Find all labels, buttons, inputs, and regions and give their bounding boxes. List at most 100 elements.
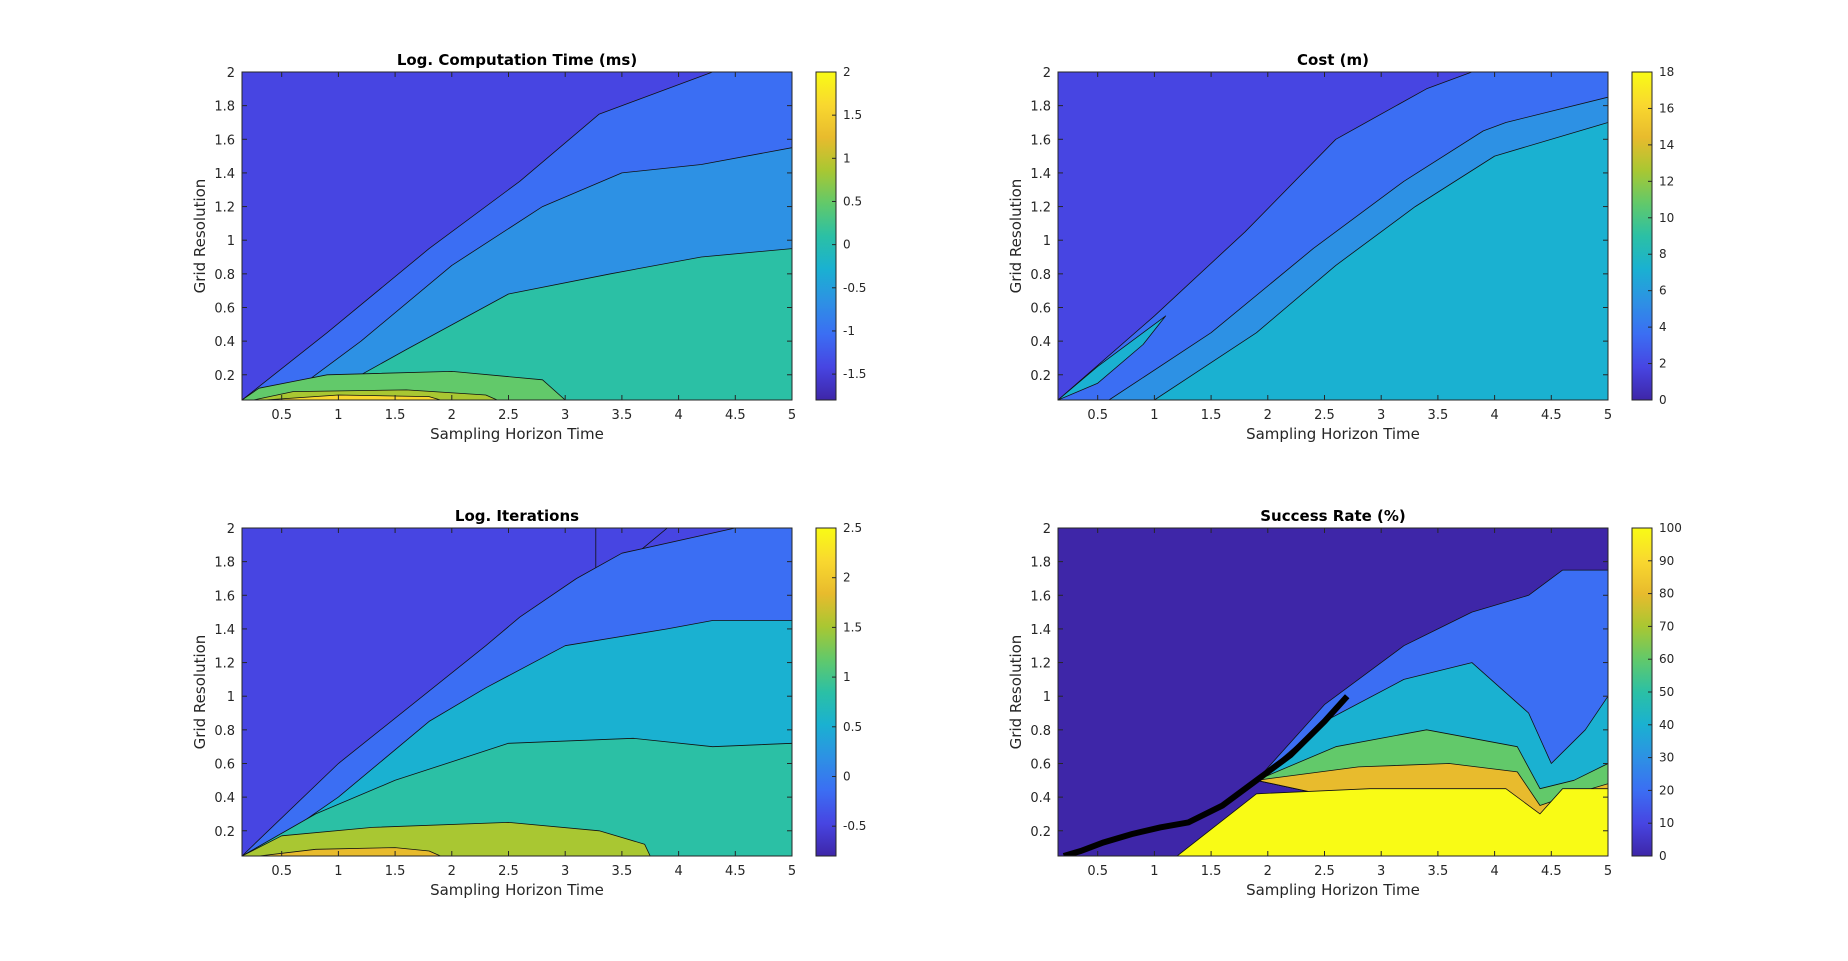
y-axis-label: Grid Resolution [191, 635, 209, 750]
y-tick-label: 1.4 [1030, 623, 1051, 638]
colorbar-tick-label: 0.5 [843, 194, 862, 208]
colorbar-tick-label: 0.5 [843, 720, 862, 734]
x-tick-label: 3.5 [1428, 408, 1449, 423]
x-tick-label: 2 [448, 864, 456, 879]
x-tick-label: 5 [788, 408, 796, 423]
y-tick-label: 0.4 [214, 791, 235, 806]
y-tick-label: 0.2 [214, 825, 235, 840]
y-tick-label: 1.4 [214, 167, 235, 182]
x-axis-label: Sampling Horizon Time [430, 425, 604, 443]
colorbar-tick-label: 80 [1659, 587, 1674, 601]
y-tick-label: 1.8 [214, 556, 235, 571]
contour-region-6 [242, 822, 651, 856]
y-tick-label: 1 [227, 690, 235, 705]
x-tick-label: 3.5 [1428, 864, 1449, 879]
x-tick-label: 2 [448, 408, 456, 423]
y-tick-label: 2 [227, 522, 235, 537]
y-tick-label: 0.8 [214, 724, 235, 739]
colorbar-tick-label: 50 [1659, 685, 1674, 699]
x-tick-label: 3.5 [612, 864, 633, 879]
colorbar-tick-label: 2.5 [843, 521, 862, 535]
contour-region-4 [315, 248, 792, 400]
y-tick-label: 2 [1043, 66, 1051, 81]
colorbar-tick-label: 100 [1659, 521, 1682, 535]
y-tick-label: 0.4 [214, 335, 235, 350]
x-tick-label: 1.5 [1201, 408, 1222, 423]
y-tick-label: 1.6 [1030, 589, 1051, 604]
x-tick-label: 2 [1264, 864, 1272, 879]
contour-area [1058, 72, 1608, 400]
colorbar-tick-label: 1.5 [843, 620, 862, 634]
y-tick-label: 1.6 [1030, 133, 1051, 148]
chart-title: Log. Iterations [455, 507, 579, 525]
chart-title: Success Rate (%) [1260, 507, 1406, 525]
x-tick-label: 3 [561, 864, 569, 879]
x-tick-label: 3.5 [612, 408, 633, 423]
y-axis-label: Grid Resolution [1007, 179, 1025, 294]
colorbar-tick-label: 2 [843, 65, 851, 79]
contour-area [1058, 528, 1608, 856]
axes-box [1057, 527, 1609, 857]
y-tick-label: 0.6 [1030, 757, 1051, 772]
y-tick-label: 1.2 [1030, 657, 1051, 672]
y-tick-label: 1.2 [214, 657, 235, 672]
colorbar-tick-label: -1 [843, 324, 855, 338]
y-tick-label: 1.8 [1030, 100, 1051, 115]
colorbar-tick-label: 1.5 [843, 108, 862, 122]
x-tick-label: 1 [1150, 408, 1158, 423]
colorbar-tick-label: 2 [843, 571, 851, 585]
colorbar-tick-label: 18 [1659, 65, 1674, 79]
colorbar-tick-label: -0.5 [843, 281, 866, 295]
contour-area [242, 72, 792, 400]
colorbar [815, 527, 837, 857]
panel-3: 0.5 1 1.5 2 2.5 3 3.5 4 4.5 5 0.2 0.4 0.6 0.8 1 1.2 1.4 1… [191, 507, 866, 899]
colorbar-tick-label: -0.5 [843, 819, 866, 833]
axes-box [241, 71, 793, 401]
colorbar-tick-label: 8 [1659, 247, 1667, 261]
x-tick-label: 4.5 [1541, 408, 1562, 423]
colorbar-tick-label: 10 [1659, 816, 1674, 830]
y-tick-label: 1.8 [214, 100, 235, 115]
colorbar-tick-label: 0 [843, 238, 851, 252]
panel-1: 0.5 1 1.5 2 2.5 3 3.5 4 4.5 5 0.2 0.4 0.6 0.8 1 1.2 1.4 1… [191, 51, 866, 443]
x-tick-label: 0.5 [271, 864, 292, 879]
y-tick-label: 0.6 [214, 757, 235, 772]
x-tick-label: 1.5 [385, 864, 406, 879]
y-tick-label: 1 [1043, 690, 1051, 705]
y-axis-label: Grid Resolution [191, 179, 209, 294]
y-tick-label: 0.8 [214, 268, 235, 283]
y-tick-label: 0.4 [1030, 335, 1051, 350]
y-tick-label: 1.6 [214, 589, 235, 604]
contour-region-6 [1176, 788, 1608, 856]
y-tick-label: 1.8 [1030, 556, 1051, 571]
colorbar [1631, 71, 1653, 401]
x-axis-label: Sampling Horizon Time [1246, 425, 1420, 443]
y-axis-label: Grid Resolution [1007, 635, 1025, 750]
y-tick-label: 0.4 [1030, 791, 1051, 806]
colorbar-tick-label: 0 [843, 769, 851, 783]
x-tick-label: 4 [1490, 408, 1498, 423]
x-tick-label: 5 [1604, 864, 1612, 879]
y-tick-label: 1.4 [1030, 167, 1051, 182]
y-tick-label: 0.6 [1030, 301, 1051, 316]
x-tick-label: 1 [334, 864, 342, 879]
axes-box [1057, 71, 1609, 401]
colorbar-tick-label: 1 [843, 151, 851, 165]
x-tick-label: 2 [1264, 408, 1272, 423]
x-tick-label: 2.5 [1314, 864, 1335, 879]
y-tick-label: 1 [227, 234, 235, 249]
x-tick-label: 4 [1490, 864, 1498, 879]
contour-boundary [1062, 694, 1350, 856]
x-tick-label: 4 [674, 864, 682, 879]
x-tick-label: 1.5 [385, 408, 406, 423]
axes-box [241, 527, 793, 857]
colorbar-tick-label: 90 [1659, 554, 1674, 568]
panel-2: 0.5 1 1.5 2 2.5 3 3.5 4 4.5 5 0.2 0.4 0.6 0.8 1 1.2 1.4 1… [1007, 51, 1674, 443]
contour-region-5 [242, 737, 792, 856]
contour-area [242, 528, 792, 856]
x-tick-label: 5 [1604, 408, 1612, 423]
x-tick-label: 1.5 [1201, 864, 1222, 879]
contour-region-7 [264, 394, 441, 400]
x-tick-label: 4.5 [725, 864, 746, 879]
colorbar-tick-label: 12 [1659, 174, 1674, 188]
